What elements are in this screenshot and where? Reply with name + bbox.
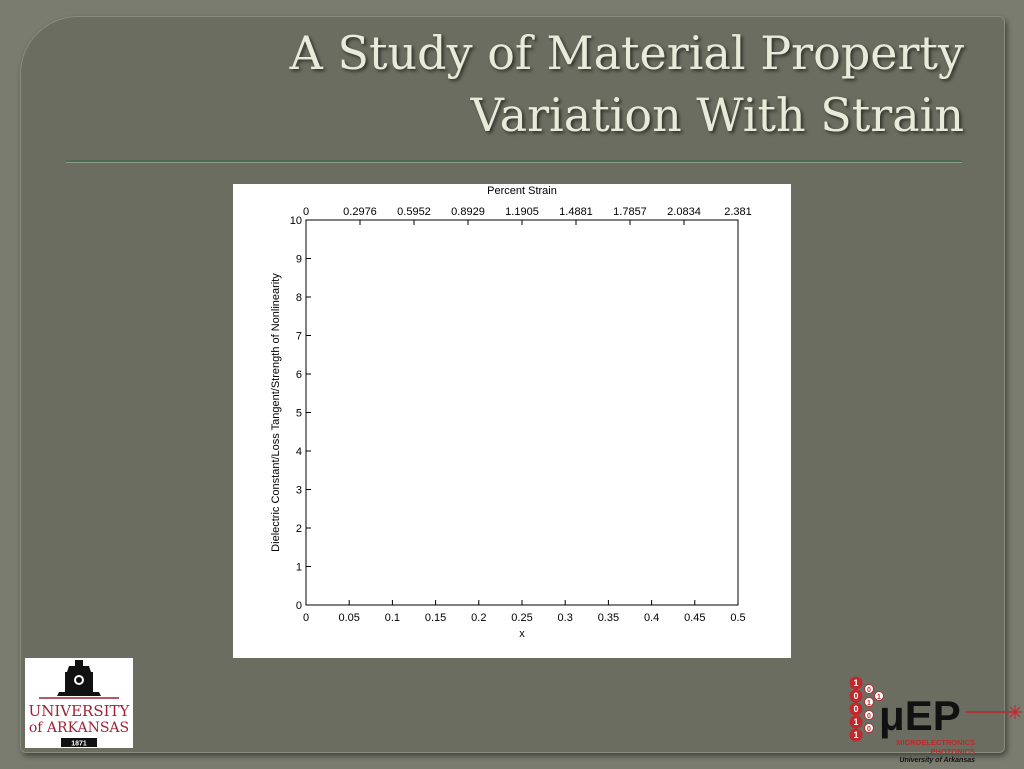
uep-digit-badge: [864, 684, 874, 694]
x-tick-label: 0.15: [425, 612, 446, 624]
uep-digit-text: 1: [853, 730, 858, 740]
y-tick-label: 3: [296, 485, 302, 497]
logo-uep-mark: μEP: [879, 692, 961, 739]
plot-area-frame: [305, 219, 739, 606]
uep-digit-badge: [874, 691, 884, 701]
logo-uep-line3: University of Arkansas: [899, 757, 975, 764]
top-x-tick-label: 1.7857: [613, 206, 647, 218]
uep-digit-text: 0: [867, 687, 871, 694]
logo-uep-line2: PHOTONICS: [931, 747, 975, 756]
y-tick-label: 7: [296, 331, 302, 343]
uep-digit-badge: [864, 710, 874, 720]
logo-ua-line2: of ARKANSAS: [29, 720, 129, 736]
chart-plot: 0 0.05 0.1 0.15 0.2 0.25 0.3 0.35 0.4 0.45 0.5 0 1 2 3…: [270, 185, 752, 640]
top-x-tick-label: 0.8929: [451, 206, 485, 218]
uep-digit-text: 0: [853, 704, 858, 714]
x-tick-label: 0.4: [644, 612, 659, 624]
y-tick-label: 9: [296, 254, 302, 266]
x-tick-label: 0.25: [511, 612, 532, 624]
old-main-tower-icon: UNIVERSITY of ARKANSAS 1871: [29, 660, 131, 748]
top-x-tick-label: 2.381: [724, 206, 752, 218]
x-tick-label: 0.2: [471, 612, 486, 624]
x-tick-label: 0: [303, 612, 309, 624]
top-x-tick-label: 0.2976: [343, 206, 377, 218]
uep-digit-text: 1: [853, 717, 858, 727]
uep-digit-badge: [849, 702, 863, 716]
y-tick-label: 4: [296, 446, 302, 458]
chart-panel: 0 0.05 0.1 0.15 0.2 0.25 0.3 0.35 0.4 0.45 0.5 0 1 2 3…: [233, 184, 791, 658]
x-tick-label: 0.3: [558, 612, 573, 624]
uep-digit-badge: [849, 715, 863, 729]
y-tick-label: 10: [290, 215, 302, 227]
x-tick-label: 0.45: [684, 612, 705, 624]
uep-digit-text: 0: [853, 691, 858, 701]
x-tick-label: 0.35: [598, 612, 619, 624]
y-tick-label: 8: [296, 292, 302, 304]
uep-digit-text: 0: [867, 713, 871, 720]
top-x-tick-label: 0.5952: [397, 206, 431, 218]
top-x-tick-label: 0: [303, 206, 309, 218]
y-tick-label: 6: [296, 369, 302, 381]
slide-title-line1: A Study of Material Property: [289, 26, 964, 80]
title-divider: [66, 160, 962, 163]
top-x-tick-label: 2.0834: [667, 206, 701, 218]
y-axis-label: Dielectric Constant/Loss Tangent/Strengt…: [270, 273, 282, 552]
y-tick-label: 0: [296, 600, 302, 612]
x-axis-label: x: [519, 628, 525, 640]
uep-digit-badge: [849, 676, 863, 690]
uep-digit-text: 1: [877, 694, 881, 701]
top-x-axis-label: Percent Strain: [487, 185, 557, 197]
uep-digit-text: 1: [867, 700, 871, 707]
y-tick-label: 1: [296, 562, 302, 574]
uep-digit-badge: [864, 697, 874, 707]
x-tick-label: 0.5: [730, 612, 745, 624]
x-tick-label: 0.05: [338, 612, 359, 624]
top-x-tick-label: 1.4881: [559, 206, 593, 218]
slide-title: A Study of Material Property Variation W…: [164, 22, 964, 146]
y-tick-label: 2: [296, 523, 302, 535]
logo-ua-year: 1871: [71, 741, 87, 748]
uep-digit-badge: [864, 723, 874, 733]
uep-digit-text: 0: [867, 726, 871, 733]
uep-digit-badge: [849, 728, 863, 742]
uep-digit-text: 1: [853, 678, 858, 688]
logo-ua-line1: UNIVERSITY: [29, 702, 131, 720]
slide-title-line2: Variation With Strain: [470, 88, 964, 142]
y-tick-label: 5: [296, 408, 302, 420]
uep-digit-badge: [849, 689, 863, 703]
top-x-tick-label: 1.1905: [505, 206, 539, 218]
x-tick-label: 0.1: [385, 612, 400, 624]
university-of-arkansas-logo: UNIVERSITY of ARKANSAS 1871: [25, 658, 133, 748]
logo-uep-line1: MICROELECTRONICS: [896, 738, 975, 747]
